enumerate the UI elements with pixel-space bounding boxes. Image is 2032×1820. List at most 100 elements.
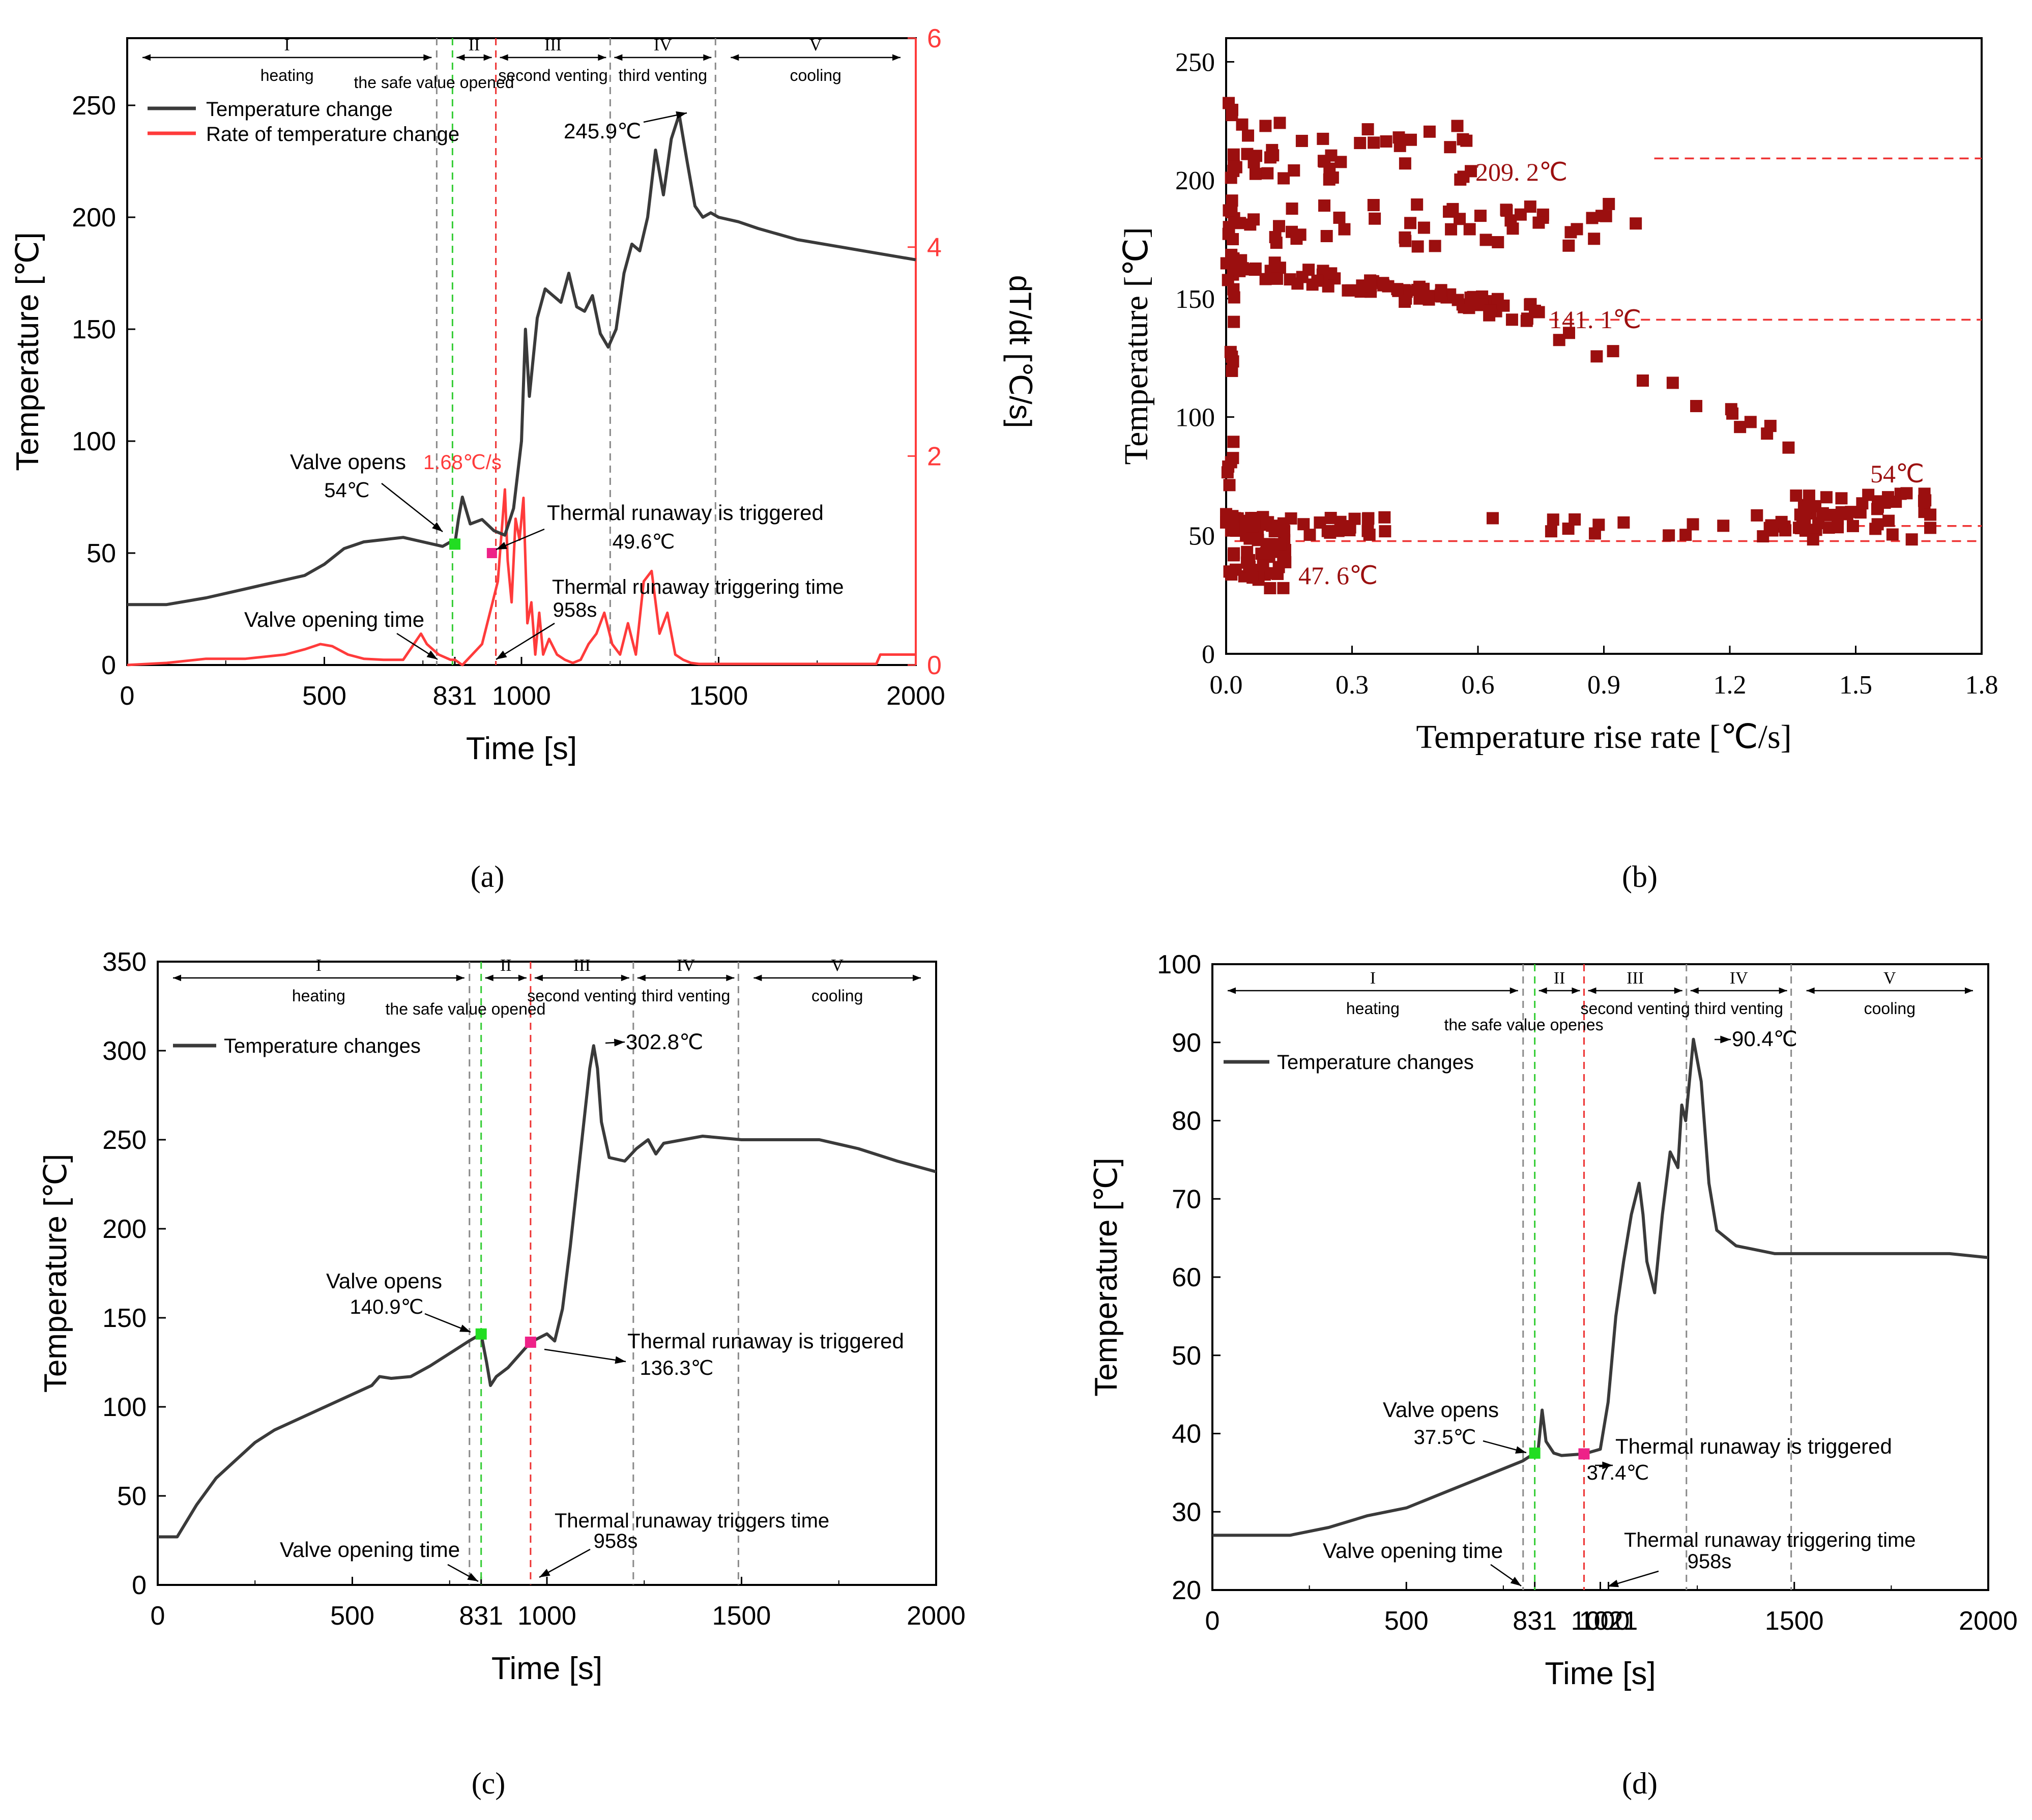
scatter-point-b xyxy=(1235,254,1247,267)
legend-label-temperature-c: Temperature changes xyxy=(224,1035,421,1057)
scatter-point-b xyxy=(1338,223,1351,236)
stage-arrow-head-left-a-2 xyxy=(500,54,508,61)
legend-label-temperature-d: Temperature changes xyxy=(1277,1051,1474,1074)
scatter-point-b xyxy=(1630,217,1642,230)
stage-arrow-head-right-a-0 xyxy=(423,54,432,61)
stage-label-d-4: cooling xyxy=(1864,999,1915,1018)
runaway-marker-d xyxy=(1578,1448,1590,1460)
x-tick-label-c-2: 831 xyxy=(459,1601,503,1631)
stage-numeral-a-3: IV xyxy=(654,36,672,54)
scatter-point-b xyxy=(1368,136,1380,149)
scatter-point-b xyxy=(1228,291,1240,304)
scatter-point-b xyxy=(1297,518,1310,531)
scatter-point-b xyxy=(1484,304,1497,317)
scatter-point-b xyxy=(1367,199,1380,212)
annotation-valve-temp-c: 140.9℃ xyxy=(350,1296,423,1318)
scatter-point-b xyxy=(1259,120,1272,132)
annotation-arrow-valve-time-d-head xyxy=(1510,1576,1521,1586)
scatter-point-b xyxy=(1463,302,1475,314)
x-tick-label-b-6: 1.8 xyxy=(1965,671,1998,700)
scatter-point-b xyxy=(1279,556,1292,568)
scatter-point-b xyxy=(1399,157,1411,170)
y-tick-label-c-0: 0 xyxy=(132,1571,147,1600)
scatter-point-b xyxy=(1822,522,1835,534)
stage-arrow-head-left-c-3 xyxy=(637,974,646,981)
scatter-point-b xyxy=(1399,235,1412,247)
scatter-point-b xyxy=(1687,518,1699,531)
scatter-point-b xyxy=(1320,229,1333,242)
scatter-point-b xyxy=(1465,165,1477,178)
stage-arrow-head-left-c-0 xyxy=(173,974,181,981)
annotation-arrow-valve-c-head xyxy=(459,1324,471,1332)
stage-arrow-head-right-a-3 xyxy=(703,54,712,61)
x-tick-label-a-4: 1500 xyxy=(689,681,748,711)
scatter-point-b xyxy=(1751,509,1763,522)
y-tick-label-c-3: 150 xyxy=(102,1304,147,1333)
stage-label-d-3: third venting xyxy=(1695,999,1783,1018)
scatter-point-b xyxy=(1222,274,1234,286)
scatter-point-b xyxy=(1586,212,1599,224)
scatter-point-b xyxy=(1766,524,1779,537)
scatter-point-b xyxy=(1260,518,1272,531)
stage-arrow-head-left-c-1 xyxy=(485,974,494,981)
scatter-point-b xyxy=(1429,240,1441,252)
y-tick-label-d-3: 50 xyxy=(1172,1341,1201,1371)
stage-label-a-4: cooling xyxy=(790,66,841,84)
y-tick-label-a-1: 50 xyxy=(86,539,116,568)
stage-numeral-d-2: III xyxy=(1627,969,1644,988)
stage-arrow-head-left-d-4 xyxy=(1806,987,1815,994)
y-tick-label-b-5: 250 xyxy=(1175,48,1215,77)
scatter-point-b xyxy=(1882,514,1895,527)
x-tick-label-d-4: 1021 xyxy=(1579,1606,1638,1636)
panel-label-c: (c) xyxy=(472,1767,506,1800)
scatter-point-b xyxy=(1369,212,1381,225)
stage-arrow-head-left-d-1 xyxy=(1538,987,1547,994)
y-tick-label-a-5: 250 xyxy=(72,91,116,121)
scatter-point-b xyxy=(1274,538,1287,551)
stage-numeral-d-0: I xyxy=(1370,969,1376,988)
stage-numeral-a-0: I xyxy=(284,36,290,54)
scatter-point-b xyxy=(1856,497,1869,510)
scatter-point-b xyxy=(1452,294,1464,306)
x-tick-label-a-3: 1000 xyxy=(492,681,551,711)
scatter-point-b xyxy=(1294,228,1307,241)
scatter-point-b xyxy=(1317,155,1330,167)
x-tick-label-c-4: 1500 xyxy=(712,1601,771,1631)
annotation-ref-b-2: 54℃ xyxy=(1870,459,1924,488)
stage-arrow-head-right-d-1 xyxy=(1572,987,1580,994)
series-line-temperature-d xyxy=(1212,1037,1989,1537)
scatter-point-b xyxy=(1571,223,1583,236)
scatter-point-b xyxy=(1725,403,1737,416)
stage-label-a-1: the safe value opened xyxy=(354,73,514,92)
scatter-point-b xyxy=(1356,279,1369,292)
x-tick-label-a-2: 831 xyxy=(433,681,477,711)
annotation-valve-opens-d: Valve opens xyxy=(1383,1398,1499,1422)
scatter-point-b xyxy=(1264,151,1277,164)
scatter-point-b xyxy=(1532,216,1545,229)
runaway-marker-a xyxy=(486,548,497,558)
y-tick-label-c-4: 200 xyxy=(102,1215,147,1244)
scatter-point-b xyxy=(1562,239,1575,252)
x-tick-label-d-5: 1500 xyxy=(1765,1606,1824,1636)
scatter-point-b xyxy=(1871,518,1884,531)
scatter-point-b xyxy=(1363,528,1376,541)
scatter-point-b xyxy=(1228,315,1240,328)
right-axis-title-a: dT/dt [℃/s] xyxy=(1003,275,1037,428)
x-tick-label-d-6: 2000 xyxy=(1959,1606,2018,1636)
scatter-point-b xyxy=(1744,416,1757,428)
scatter-point-b xyxy=(1269,230,1282,243)
annotation-arrow-valve-a-head xyxy=(432,522,443,532)
scatter-point-b xyxy=(1878,497,1891,509)
stage-arrow-head-left-c-2 xyxy=(534,974,543,981)
y-tick-label-c-2: 100 xyxy=(102,1393,147,1422)
y-tick-label-d-2: 40 xyxy=(1172,1420,1201,1449)
scatter-point-b xyxy=(1264,582,1276,594)
annotation-runaway-a: Thermal runaway is triggered xyxy=(547,501,824,525)
stage-arrow-head-left-c-4 xyxy=(753,974,762,981)
scatter-point-b xyxy=(1504,214,1517,227)
y-tick-label-a-4: 200 xyxy=(72,203,116,233)
scatter-point-b xyxy=(1444,141,1457,154)
scatter-point-b xyxy=(1226,103,1238,116)
scatter-point-b xyxy=(1547,513,1559,526)
